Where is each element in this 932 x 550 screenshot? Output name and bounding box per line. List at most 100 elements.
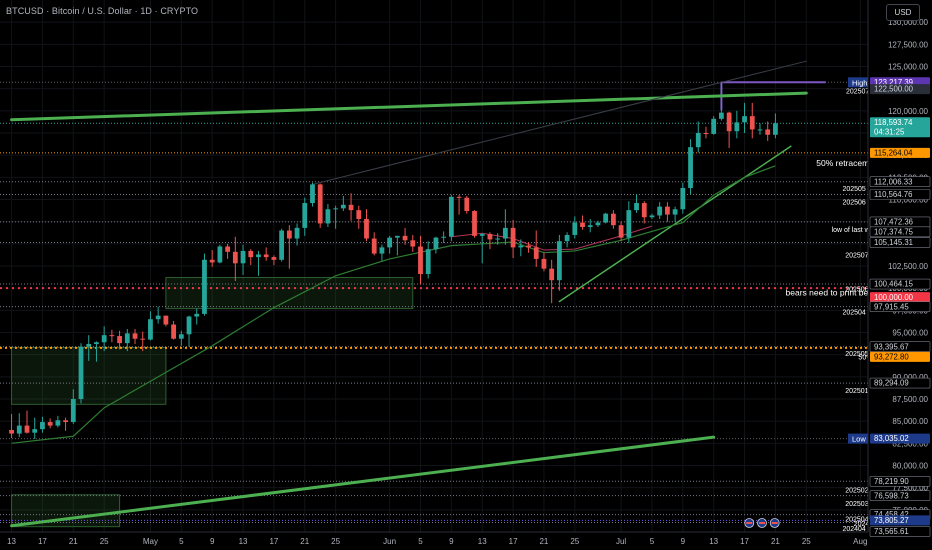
- candle-body: [711, 118, 717, 134]
- candle-body: [610, 213, 616, 226]
- price-tag-label: 107,472.36: [874, 218, 913, 227]
- candle-body: [194, 313, 200, 317]
- price-tag: [870, 84, 930, 95]
- candle-body: [70, 399, 76, 423]
- price-tick-label: 90,000.00: [892, 373, 928, 382]
- candle-body: [232, 251, 238, 264]
- time-tick-label: 21: [300, 537, 309, 546]
- candle-body: [626, 210, 632, 238]
- annotation-label: 202507 low: [845, 252, 882, 259]
- time-axis[interactable]: 13 17 21 25 May 5 9 13 17 21 25 Jun 5 9 13 17 21 25 Jul 5 9 1…: [0, 531, 868, 546]
- time-tick-label: 25: [331, 537, 340, 546]
- annotation-label: 202506 low: [845, 287, 882, 294]
- candle-body: [325, 209, 331, 224]
- price-tag-label: 76,598.73: [874, 491, 909, 500]
- price-tick-label: 85,000.00: [892, 417, 928, 426]
- horizontal-levels: [0, 81, 868, 524]
- candle-body: [495, 238, 501, 240]
- us-event-icon-stripe: [746, 522, 753, 524]
- candle-body: [719, 112, 724, 119]
- time-tick-label: Jun: [383, 537, 396, 546]
- price-tag: [870, 515, 930, 526]
- candle-body: [140, 338, 146, 340]
- price-tick-label: 82,500.00: [892, 439, 928, 448]
- candle-body: [572, 222, 578, 235]
- candle-body: [510, 227, 516, 248]
- price-tag: [869, 377, 931, 389]
- annotation-label: 202504 high: [842, 310, 881, 317]
- currency-button[interactable]: USD: [886, 4, 920, 21]
- annotation-label: 202502 low: [845, 487, 882, 494]
- price-tag: [869, 237, 931, 248]
- price-tag-label: 112,006.33: [874, 177, 912, 186]
- candle-body: [240, 250, 246, 264]
- candle-body: [78, 346, 84, 399]
- time-tick-label: 25: [100, 537, 109, 546]
- candle-body: [448, 196, 454, 237]
- candle-body: [773, 123, 778, 135]
- candle-body: [695, 133, 701, 148]
- candle-body: [618, 225, 624, 238]
- candle-body: [634, 203, 639, 211]
- price-tag-label: 78,219.90: [874, 477, 909, 486]
- candle-body: [487, 234, 493, 240]
- candle-body: [294, 227, 300, 239]
- annotation-label: 202505 low: [845, 351, 882, 358]
- candle-body: [47, 422, 53, 426]
- candle-body: [556, 241, 562, 281]
- candle-body: [680, 187, 686, 210]
- time-tick-label: 5: [418, 537, 423, 546]
- annotations: 202507 ath 50% retracement 202505 high 2025…: [786, 88, 882, 533]
- candle-body: [410, 240, 416, 247]
- side-tag-label: Low: [852, 435, 866, 444]
- price-tag: [869, 176, 931, 188]
- annotation-label: 202506 high: [842, 199, 881, 206]
- candle-body: [418, 246, 423, 274]
- time-tick-label: 21: [771, 537, 780, 546]
- time-tick-label: Aug: [853, 537, 867, 546]
- candle-body: [209, 259, 215, 263]
- price-tag-label: 107,374.75: [874, 227, 914, 236]
- candle-body: [394, 235, 400, 238]
- candle-body: [641, 203, 647, 218]
- candle-body: [132, 333, 138, 339]
- price-tick-label: 77,500.00: [892, 484, 928, 493]
- price-tag: [869, 475, 931, 487]
- candle-body: [371, 238, 377, 254]
- price-tag: [869, 189, 931, 200]
- candle-body: [348, 204, 354, 211]
- time-tick-label: 5: [179, 537, 184, 546]
- candle-body: [217, 246, 223, 263]
- candle-body: [148, 319, 153, 340]
- price-tag: [870, 351, 930, 362]
- price-tag: [869, 278, 931, 290]
- price-tag: [869, 301, 931, 312]
- trendlines[interactable]: [10, 60, 808, 528]
- candle-body: [649, 215, 655, 218]
- time-tick-label: 13: [239, 537, 248, 546]
- annotation-label: 202503 low: [845, 501, 882, 508]
- candle-body: [749, 116, 755, 130]
- time-tick-label: 17: [38, 537, 47, 546]
- candle-body: [703, 133, 709, 134]
- event-markers[interactable]: [744, 518, 780, 528]
- price-axis[interactable]: 130,000.00 127,500.00 125,000.00 122,500.00…: [848, 0, 932, 550]
- candle-body: [163, 315, 169, 325]
- candle-body: [657, 206, 663, 216]
- candle-body: [757, 129, 763, 131]
- candle-body: [595, 222, 601, 226]
- lower-channel-line: [10, 435, 716, 528]
- time-tick-label: 13: [7, 537, 16, 546]
- candle-body: [178, 334, 184, 339]
- price-tag: [870, 147, 930, 158]
- candle-body: [464, 197, 470, 212]
- us-event-icon-stripe: [771, 522, 778, 524]
- time-tick-label: 13: [709, 537, 718, 546]
- time-tick-label: 17: [740, 537, 749, 546]
- annotation-label: 202505 high: [842, 186, 881, 193]
- time-tick-label: 21: [539, 537, 548, 546]
- candle-body: [317, 184, 323, 224]
- time-tick-label: May: [143, 537, 158, 546]
- annotation-label: bears need to print below: [786, 288, 882, 298]
